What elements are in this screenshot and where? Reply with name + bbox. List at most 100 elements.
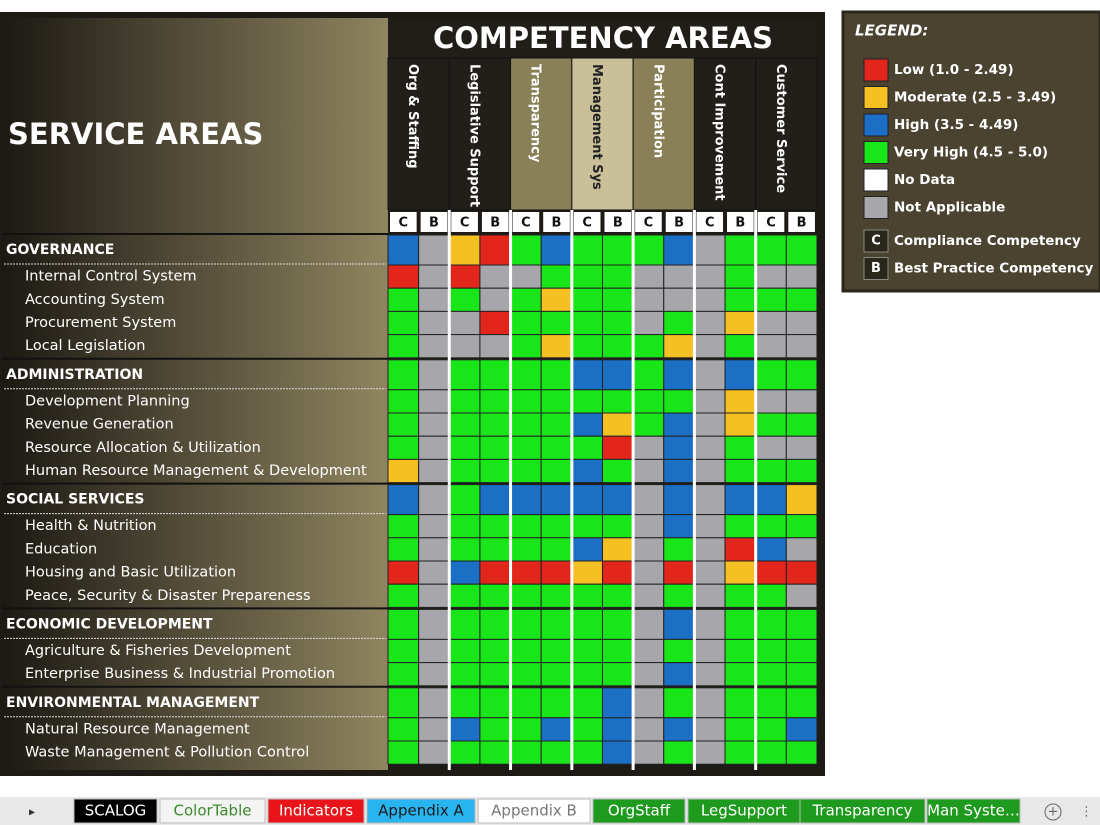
cell <box>418 458 450 484</box>
cell <box>418 234 450 266</box>
legend-swatch <box>863 196 889 219</box>
cell <box>510 583 542 608</box>
sheet-tab[interactable] <box>477 798 591 824</box>
sub-header-cell <box>635 212 662 232</box>
cell <box>510 334 542 359</box>
cell <box>418 583 450 608</box>
competency-column-header <box>755 57 818 211</box>
cell <box>785 740 818 765</box>
cell <box>693 412 726 437</box>
cell <box>510 687 542 719</box>
cell <box>479 412 512 437</box>
cell <box>479 717 512 742</box>
sheet-tab[interactable] <box>592 798 686 824</box>
cell <box>479 389 512 414</box>
sub-header-cell <box>788 212 815 232</box>
cell <box>387 583 420 608</box>
cell <box>387 740 420 765</box>
sub-header: B <box>735 216 745 231</box>
cell <box>571 537 603 562</box>
group-name: ECONOMIC DEVELOPMENT <box>6 616 213 632</box>
cell <box>693 717 726 742</box>
cell <box>571 264 603 289</box>
cell <box>448 608 481 640</box>
cell <box>479 638 512 664</box>
service-name: Accounting System <box>25 292 165 308</box>
cell <box>755 537 787 562</box>
cell <box>755 560 787 585</box>
sheet-tab-label[interactable]: Transparency <box>811 802 912 820</box>
cell <box>632 234 665 266</box>
sheet-tab[interactable] <box>159 798 266 824</box>
sheet-tab-label[interactable]: Appendix B <box>491 802 577 820</box>
cell <box>479 359 512 391</box>
cell <box>663 537 695 562</box>
cell <box>387 287 420 312</box>
sheet-tab-label[interactable]: LegSupport <box>701 802 787 820</box>
cell <box>785 287 818 312</box>
cell <box>418 435 450 460</box>
cell <box>724 458 757 484</box>
cell <box>693 334 726 359</box>
cell <box>632 740 665 765</box>
sheet-tab-label[interactable]: Indicators <box>279 802 353 820</box>
cell <box>785 234 818 266</box>
cell <box>663 717 695 742</box>
cell <box>418 389 450 414</box>
competency-name: Cont Improvement <box>712 64 727 201</box>
sub-header-left <box>2 210 388 233</box>
service-name: Development Planning <box>25 393 190 409</box>
sheet-tab-label[interactable]: ColorTable <box>174 802 252 820</box>
cell <box>724 310 757 336</box>
cell <box>601 560 634 585</box>
add-sheet[interactable] <box>1044 803 1062 821</box>
cell <box>601 537 634 562</box>
competency-name: Legislative Support <box>466 64 481 207</box>
cell <box>755 608 787 640</box>
cell <box>510 717 542 742</box>
cell <box>785 717 818 742</box>
sub-header: B <box>490 216 500 231</box>
cell <box>418 310 450 336</box>
sub-header-cell <box>727 212 754 232</box>
service-name: Procurement System <box>25 315 176 331</box>
sheet-tab[interactable] <box>926 798 1021 824</box>
cell <box>448 537 481 562</box>
cell <box>418 740 450 765</box>
cell <box>571 287 603 312</box>
cell <box>448 638 481 664</box>
cell <box>540 458 573 484</box>
cell <box>448 662 481 687</box>
sheet-tab[interactable] <box>267 798 365 824</box>
cell <box>785 435 818 460</box>
sub-header: B <box>613 216 623 231</box>
cell <box>448 740 481 765</box>
sub-header-cell <box>573 212 601 232</box>
cell <box>601 608 634 640</box>
sheet-tab-label[interactable]: Man Syste… <box>927 802 1020 820</box>
scroll-arrow[interactable]: ▸ <box>29 805 35 819</box>
competency-column-header <box>571 57 634 211</box>
sheet-tab-label[interactable]: Appendix A <box>378 802 464 820</box>
competency-column-header <box>510 57 573 211</box>
sub-header: C <box>766 216 776 231</box>
sheet-tab[interactable] <box>799 798 926 824</box>
cell <box>693 389 726 414</box>
sheet-tab-label[interactable]: OrgStaff <box>608 802 671 820</box>
sheet-tab[interactable] <box>73 798 158 824</box>
cell <box>418 412 450 437</box>
cell <box>601 740 634 765</box>
legend-key-box <box>863 229 889 253</box>
cell <box>601 234 634 266</box>
sheet-tab[interactable] <box>366 798 476 824</box>
cell <box>540 234 573 266</box>
cell <box>387 234 420 266</box>
add-sheet-icon[interactable]: + <box>1048 805 1059 820</box>
cell <box>724 234 757 266</box>
cell <box>510 662 542 687</box>
more-menu[interactable]: ⋮ <box>1080 805 1093 820</box>
cell <box>663 359 695 391</box>
cell <box>510 638 542 664</box>
sub-header: B <box>797 216 807 231</box>
sheet-tab-label[interactable]: SCALOG <box>85 802 147 820</box>
